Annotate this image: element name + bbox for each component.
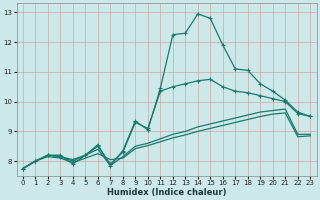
X-axis label: Humidex (Indice chaleur): Humidex (Indice chaleur) [107,188,226,197]
